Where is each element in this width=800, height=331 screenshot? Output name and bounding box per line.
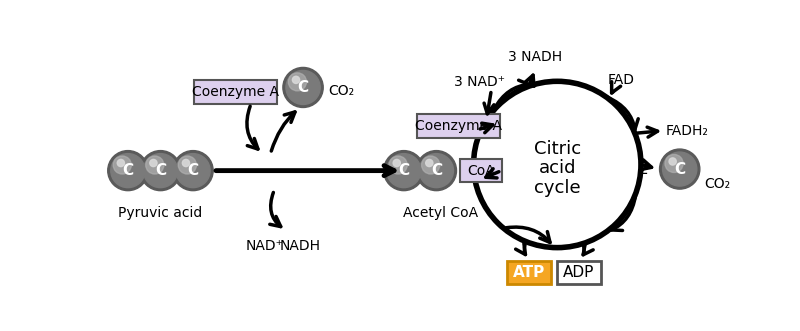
Text: NADH: NADH [279, 239, 321, 253]
Text: Acetyl CoA: Acetyl CoA [403, 206, 478, 220]
Text: C: C [187, 163, 198, 178]
Text: C: C [155, 163, 166, 178]
Circle shape [419, 154, 454, 188]
FancyBboxPatch shape [507, 261, 551, 284]
Circle shape [118, 160, 125, 166]
Circle shape [173, 151, 213, 191]
Circle shape [384, 151, 424, 191]
Circle shape [292, 76, 300, 83]
Text: ATP: ATP [514, 265, 546, 280]
Circle shape [422, 156, 440, 174]
Circle shape [426, 160, 433, 166]
Circle shape [110, 154, 145, 188]
Circle shape [416, 151, 457, 191]
Circle shape [665, 155, 683, 172]
Circle shape [178, 156, 197, 174]
FancyBboxPatch shape [460, 159, 502, 182]
FancyBboxPatch shape [557, 261, 601, 284]
Text: C: C [122, 163, 134, 178]
Circle shape [662, 152, 697, 186]
Text: Pyruvic acid: Pyruvic acid [118, 206, 202, 220]
Text: C: C [398, 163, 410, 178]
Circle shape [176, 154, 210, 188]
Circle shape [283, 68, 323, 108]
Circle shape [146, 156, 164, 174]
Text: C: C [674, 162, 686, 176]
FancyBboxPatch shape [417, 114, 499, 138]
Text: Coenzyme A: Coenzyme A [414, 119, 502, 133]
Text: Citric: Citric [534, 140, 581, 158]
Circle shape [393, 160, 400, 166]
Text: FAD: FAD [607, 73, 634, 87]
Circle shape [143, 154, 178, 188]
Text: C: C [298, 80, 309, 95]
Circle shape [288, 73, 306, 91]
Circle shape [659, 149, 700, 189]
Circle shape [389, 156, 407, 174]
Circle shape [669, 158, 676, 165]
Text: FADH₂: FADH₂ [666, 123, 709, 138]
Text: acid: acid [538, 159, 576, 177]
Text: Coenzyme A: Coenzyme A [192, 85, 279, 99]
Circle shape [150, 160, 157, 166]
Circle shape [140, 151, 181, 191]
Text: NAD⁺: NAD⁺ [246, 239, 283, 253]
Text: 2: 2 [639, 162, 649, 176]
Text: CO₂: CO₂ [328, 84, 354, 98]
Text: cycle: cycle [534, 178, 581, 197]
Text: 3 NADH: 3 NADH [509, 50, 562, 64]
Circle shape [113, 156, 131, 174]
Circle shape [286, 71, 320, 105]
Text: CoA: CoA [467, 164, 495, 178]
Circle shape [108, 151, 148, 191]
Text: C: C [430, 163, 442, 178]
Circle shape [182, 160, 190, 166]
Text: ADP: ADP [563, 265, 594, 280]
FancyBboxPatch shape [194, 80, 277, 104]
Text: CO₂: CO₂ [705, 177, 730, 191]
Text: 3 NAD⁺: 3 NAD⁺ [454, 75, 506, 89]
Circle shape [386, 154, 421, 188]
